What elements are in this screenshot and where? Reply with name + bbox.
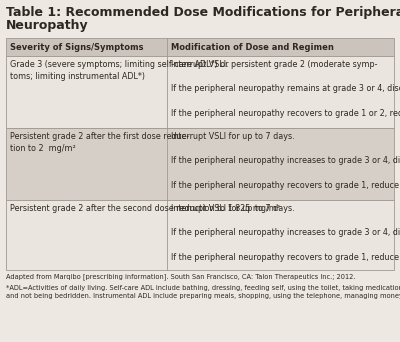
Text: Interrupt VSLI for up to 7 days.

If the peripheral neuropathy increases to grad: Interrupt VSLI for up to 7 days. If the … <box>171 132 400 189</box>
Text: Adapted from Marqibo [prescribing information]. South San Francisco, CA: Talon T: Adapted from Marqibo [prescribing inform… <box>6 273 356 280</box>
Text: Grade 3 (severe symptoms; limiting self-care ADL*) or persistent grade 2 (modera: Grade 3 (severe symptoms; limiting self-… <box>10 60 378 81</box>
Text: Neuropathy: Neuropathy <box>6 18 89 31</box>
Bar <box>6 200 394 270</box>
Text: Persistent grade 2 after the second dose reduction to 1.825 mg/m²: Persistent grade 2 after the second dose… <box>10 204 280 213</box>
Text: Modification of Dose and Regimen: Modification of Dose and Regimen <box>171 42 334 52</box>
Text: Persistent grade 2 after the first dose reduc-
tion to 2  mg/m²: Persistent grade 2 after the first dose … <box>10 132 189 153</box>
Bar <box>6 56 394 128</box>
Text: *ADL=Activities of daily living. Self-care ADL include bathing, dressing, feedin: *ADL=Activities of daily living. Self-ca… <box>6 285 400 299</box>
Text: Interrupt VSLI for up to 7 days.

If the peripheral neuropathy increases to grad: Interrupt VSLI for up to 7 days. If the … <box>171 204 400 262</box>
Text: Table 1: Recommended Dose Modifications for Peripheral: Table 1: Recommended Dose Modifications … <box>6 6 400 19</box>
Text: Severity of Signs/Symptoms: Severity of Signs/Symptoms <box>10 42 144 52</box>
Text: Interrupt VSLI.

If the peripheral neuropathy remains at grade 3 or 4, discontin: Interrupt VSLI. If the peripheral neurop… <box>171 60 400 118</box>
Bar <box>6 38 394 56</box>
Bar <box>6 128 394 200</box>
